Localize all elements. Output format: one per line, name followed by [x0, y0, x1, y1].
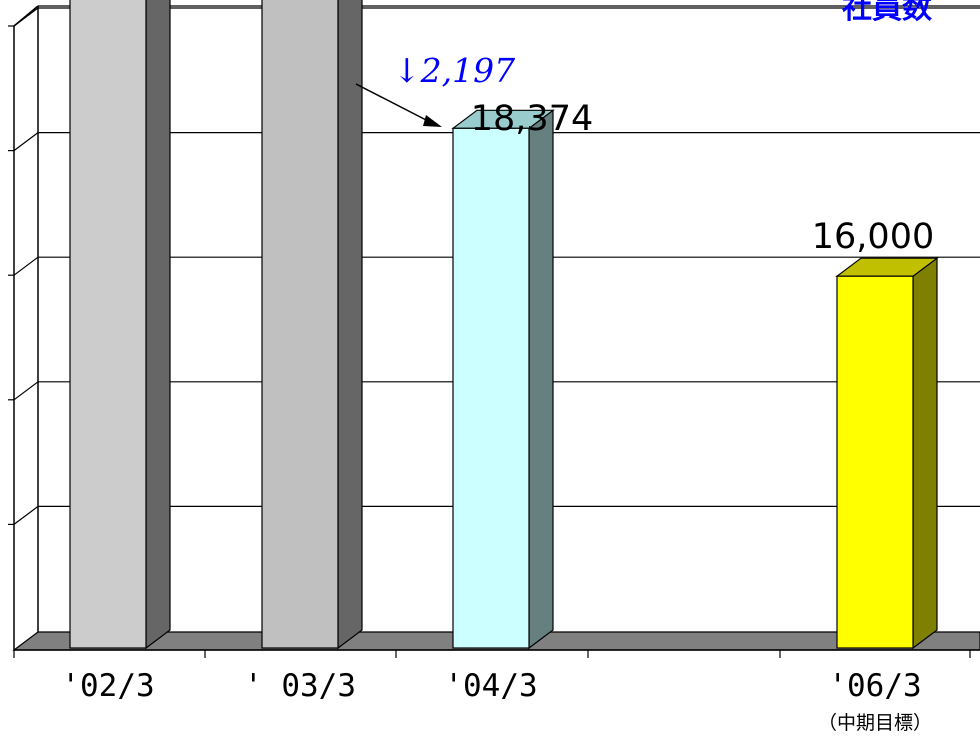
gridline-diagonal: [13, 505, 39, 525]
bar: [261, 0, 363, 650]
labels-layer: 22,556'02/320,571' 03/318,374'04/316,000…: [61, 99, 934, 734]
data-label: 18,374: [471, 99, 593, 139]
bar: [451, 109, 555, 650]
bar-front: [452, 127, 530, 649]
bars-layer: [69, 0, 939, 650]
bar-side: [912, 257, 938, 650]
x-tick-sublabel: （中期目標）: [818, 712, 932, 734]
x-tick-label: ' 03/3: [244, 668, 356, 704]
x-tick-label: '04/3: [444, 668, 537, 704]
bar-front: [69, 0, 147, 649]
gridline-diagonal: [13, 7, 39, 27]
chart-header: 社員数: [842, 0, 933, 26]
bar-front: [261, 0, 339, 649]
gridline-diagonal: [13, 381, 39, 401]
bar-side: [337, 0, 363, 650]
bar-side: [145, 0, 171, 650]
gridline-diagonal: [13, 256, 39, 276]
data-label: 16,000: [812, 217, 934, 257]
bar-side: [528, 109, 554, 650]
x-tick-label: '06/3: [828, 668, 921, 704]
bar-front: [836, 275, 914, 649]
x-tick-label: '02/3: [61, 668, 154, 704]
annotation-arrow-head: [423, 115, 442, 127]
difference-annotation: ↓2,197: [393, 51, 515, 90]
bar: [835, 257, 939, 650]
annotation-arrow-line: [355, 83, 431, 123]
gridline-diagonal: [13, 132, 39, 152]
bar: [69, 0, 171, 650]
